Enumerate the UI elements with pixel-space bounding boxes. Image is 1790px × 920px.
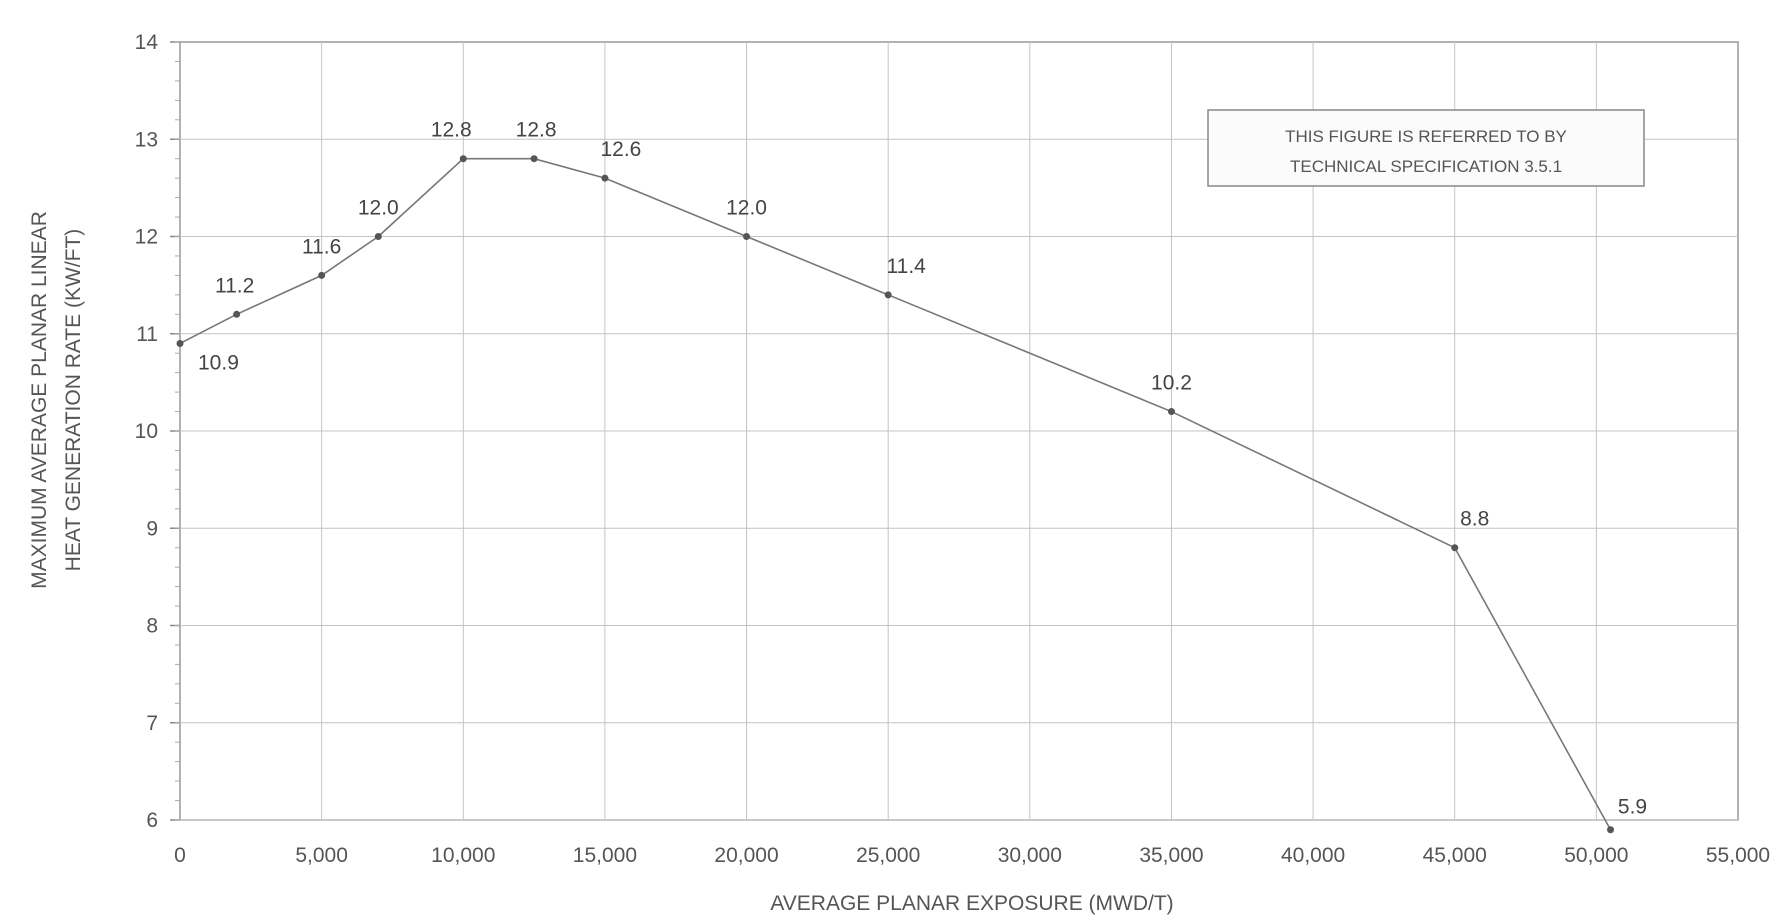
data-point [1168,408,1175,415]
data-label: 12.8 [516,119,557,142]
data-label: 10.9 [198,351,239,374]
y-tick-label: 6 [146,809,158,832]
data-point [233,311,240,318]
annotation-line-2: TECHNICAL SPECIFICATION 3.5.1 [1290,157,1562,176]
x-axis-title: AVERAGE PLANAR EXPOSURE (MWD/T) [770,892,1173,915]
y-tick-label: 11 [136,323,158,346]
y-axis-title: MAXIMUM AVERAGE PLANAR LINEAR HEAT GENER… [28,211,85,589]
data-point [460,155,467,162]
y-minor-ticks [170,42,180,820]
x-tick-label: 20,000 [714,844,778,867]
x-tick-label: 45,000 [1423,844,1487,867]
data-label: 11.6 [302,235,341,258]
data-label: 12.6 [600,138,641,161]
data-label: 12.8 [431,119,472,142]
y-axis-title-line-2: HEAT GENERATION RATE (KW/FT) [62,229,85,572]
data-point [318,272,325,279]
x-tick-label: 55,000 [1706,844,1770,867]
x-tick-label: 15,000 [573,844,637,867]
data-point [1451,544,1458,551]
data-label: 12.0 [358,197,399,220]
data-point [375,233,382,240]
x-tick-label: 35,000 [1139,844,1203,867]
x-tick-labels: 0 5,000 10,000 15,000 20,000 25,000 30,000 35,0… [174,844,1770,867]
x-tick-label: 10,000 [431,844,495,867]
y-tick-label: 7 [146,712,158,735]
y-tick-label: 14 [135,31,159,54]
x-tick-label: 5,000 [295,844,348,867]
data-point [531,155,538,162]
data-labels-layer: 10.9 11.2 11.6 12.0 12.8 12.8 12.6 12.0 11.4 10.2… [198,119,1647,819]
y-tick-label: 8 [146,615,158,638]
data-point [743,233,750,240]
y-tick-label: 10 [135,420,158,443]
data-point [601,175,608,182]
x-tick-label: 25,000 [856,844,920,867]
data-label: 11.4 [887,255,927,278]
data-label: 5.9 [1618,796,1647,819]
x-tick-label: 30,000 [998,844,1062,867]
x-tick-label: 0 [174,844,186,867]
data-point [885,291,892,298]
annotation-line-1: THIS FIGURE IS REFERRED TO BY [1285,127,1567,146]
x-tick-label: 40,000 [1281,844,1345,867]
y-axis-title-line-1: MAXIMUM AVERAGE PLANAR LINEAR [28,211,51,589]
data-label: 8.8 [1460,508,1489,531]
data-label: 12.0 [726,197,767,220]
y-tick-label: 13 [135,128,158,151]
y-tick-label: 12 [135,226,158,249]
data-label: 11.2 [215,274,254,297]
y-tick-labels: 6 7 8 9 10 11 12 13 14 [135,31,159,832]
data-point [177,340,184,347]
y-tick-label: 9 [146,517,158,540]
annotation-box: THIS FIGURE IS REFERRED TO BY TECHNICAL … [1208,110,1644,186]
data-point [1607,826,1614,833]
x-tick-label: 50,000 [1564,844,1628,867]
data-label: 10.2 [1151,372,1192,395]
